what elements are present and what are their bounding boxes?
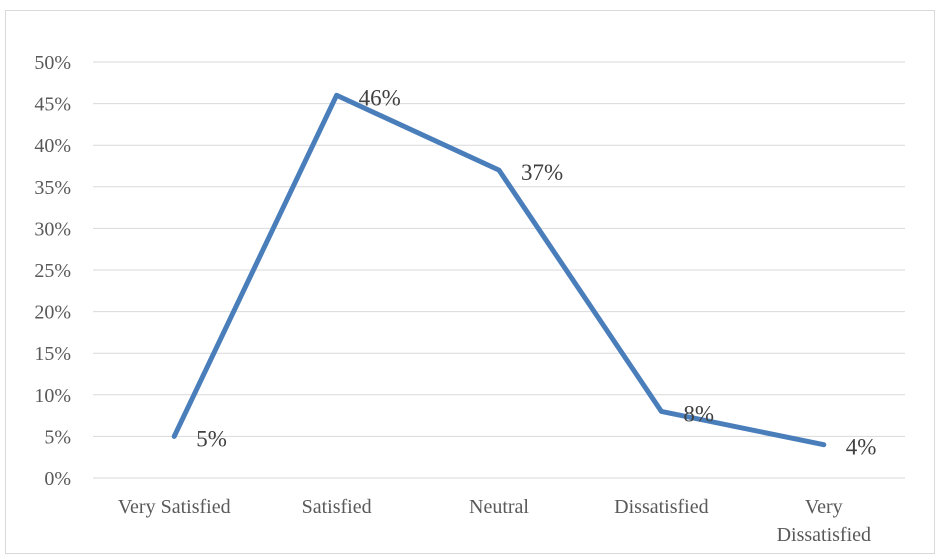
y-tick-label: 10% bbox=[34, 385, 71, 407]
data-label: 46% bbox=[359, 85, 401, 110]
y-tick-label: 0% bbox=[44, 468, 71, 490]
x-tick-label: Satisfied bbox=[302, 496, 372, 518]
x-tick-label: Dissatisfied bbox=[777, 524, 871, 546]
x-axis-ticks: Very Satisfied Satisfied Neutral Dissatisfi… bbox=[118, 496, 871, 546]
chart-frame bbox=[5, 10, 935, 554]
y-tick-label: 25% bbox=[34, 260, 71, 282]
x-tick-label: Dissatisfied bbox=[614, 496, 708, 518]
y-tick-label: 40% bbox=[34, 135, 71, 157]
data-labels: 5% 46% 37% 8% 4% bbox=[196, 85, 876, 459]
y-tick-label: 35% bbox=[34, 177, 71, 199]
y-axis-ticks: 0% 5% 10% 15% 20% 25% 30% 35% 40% 45% 50% bbox=[34, 52, 71, 490]
y-tick-label: 50% bbox=[34, 52, 71, 74]
data-label: 37% bbox=[521, 160, 563, 185]
y-tick-label: 5% bbox=[44, 426, 71, 448]
y-tick-label: 20% bbox=[34, 302, 71, 324]
y-tick-label: 30% bbox=[34, 218, 71, 240]
y-tick-label: 15% bbox=[34, 343, 71, 365]
x-tick-label: Very Satisfied bbox=[118, 496, 231, 518]
series-layer bbox=[171, 92, 827, 448]
x-tick-label: Neutral bbox=[469, 496, 529, 518]
series-line bbox=[171, 92, 827, 448]
data-label: 5% bbox=[196, 426, 227, 451]
gridlines bbox=[93, 61, 905, 479]
x-tick-label: Very bbox=[805, 496, 843, 518]
y-tick-label: 45% bbox=[34, 94, 71, 116]
data-label: 4% bbox=[846, 435, 877, 460]
data-label: 8% bbox=[683, 401, 714, 426]
